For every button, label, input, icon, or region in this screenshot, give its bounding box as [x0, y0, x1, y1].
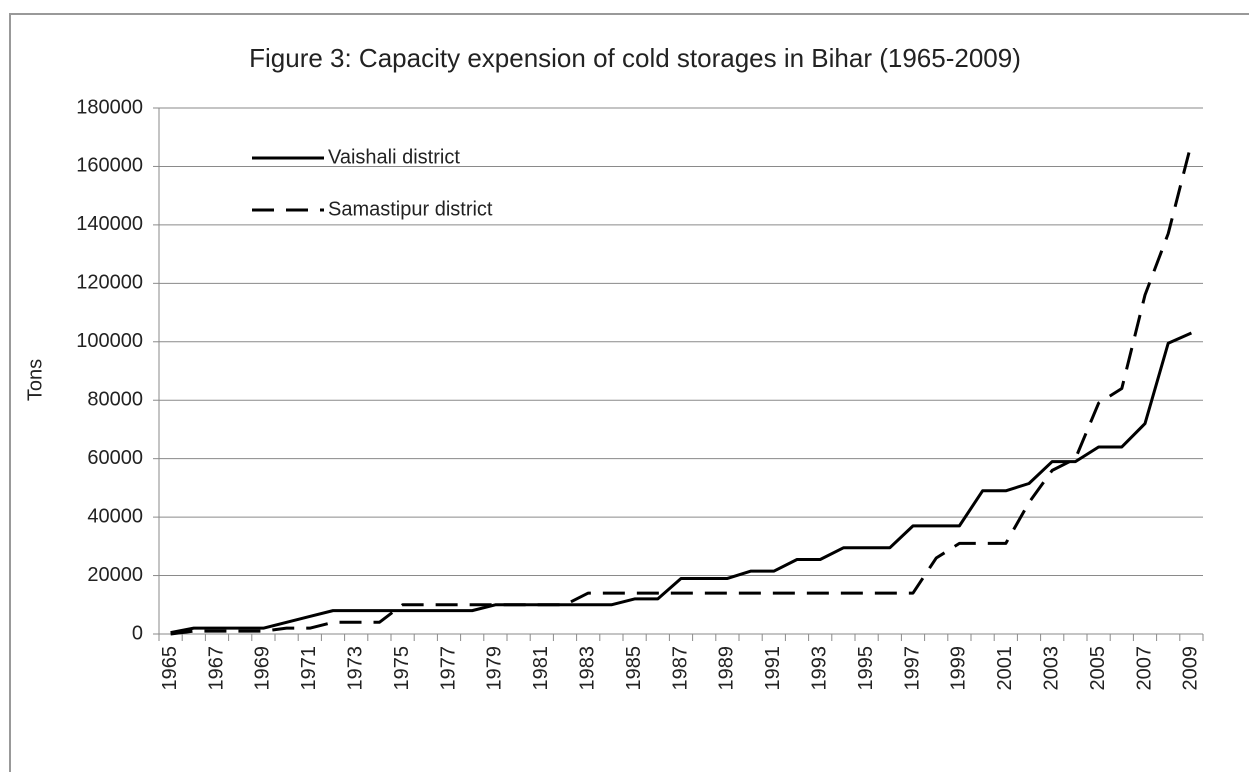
x-tick-label: 2005 — [1087, 646, 1109, 691]
y-tick-label: 0 — [132, 622, 143, 644]
x-tick-label: 1997 — [901, 646, 923, 691]
legend-label: Vaishali district — [328, 146, 460, 168]
x-tick-label: 1973 — [344, 646, 366, 691]
y-tick-label: 100000 — [76, 330, 143, 352]
x-tick-label: 1995 — [855, 646, 877, 691]
x-tick-label: 1993 — [808, 646, 830, 691]
x-tick-label: 1979 — [484, 646, 506, 691]
x-tick-label: 1989 — [716, 646, 738, 691]
y-tick-label: 80000 — [87, 389, 143, 411]
series-line — [170, 331, 1193, 635]
x-tick-label: 2007 — [1133, 646, 1155, 691]
y-tick-label: 120000 — [76, 272, 143, 294]
x-tick-label: 1977 — [437, 646, 459, 691]
x-tick-label: 1971 — [298, 646, 320, 691]
y-tick-label: 60000 — [87, 447, 143, 469]
x-tick-label: 1991 — [762, 646, 784, 691]
x-tick-label: 2003 — [1040, 646, 1062, 691]
x-tick-label: 1987 — [669, 646, 691, 691]
x-tick-label: 1981 — [530, 646, 552, 691]
y-tick-label: 40000 — [87, 505, 143, 527]
x-tick-label: 1983 — [576, 646, 598, 691]
x-tick-label: 2009 — [1180, 646, 1202, 691]
x-tick-label: 1975 — [391, 646, 413, 691]
x-tick-label: 1999 — [948, 646, 970, 691]
y-tick-label: 160000 — [76, 155, 143, 177]
y-tick-label: 180000 — [76, 96, 143, 118]
series-line — [170, 142, 1193, 636]
x-tick-label: 1969 — [252, 646, 274, 691]
legend-label: Samastipur district — [328, 198, 493, 220]
x-tick-label: 1965 — [159, 646, 181, 691]
frame — [9, 13, 1249, 772]
chart-title: Figure 3: Capacity expension of cold sto… — [249, 43, 1021, 73]
x-tick-label: 1985 — [623, 646, 645, 691]
y-tick-label: 20000 — [87, 564, 143, 586]
x-tick-label: 2001 — [994, 646, 1016, 691]
y-axis-label: Tons — [24, 359, 46, 401]
y-tick-label: 140000 — [76, 213, 143, 235]
x-tick-label: 1967 — [205, 646, 227, 691]
